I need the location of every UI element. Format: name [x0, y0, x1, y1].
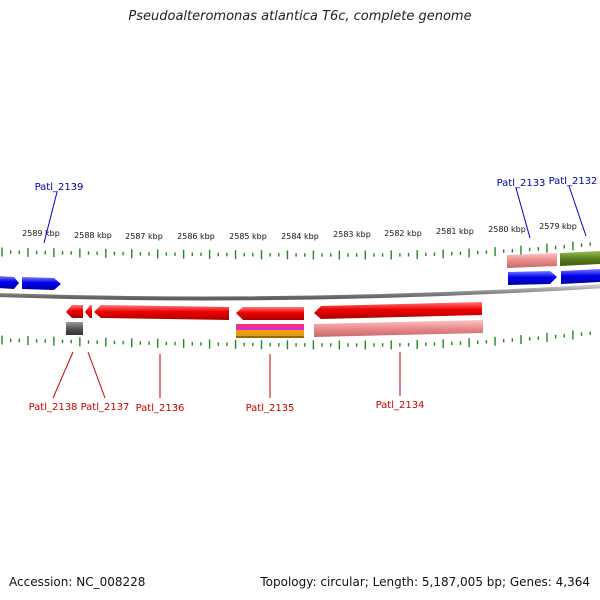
- leader-patl-2132: [568, 185, 587, 237]
- map-title: Pseudoalteromonas atlantica T6c, complet…: [128, 9, 472, 24]
- gene-arrow-patl-2137[interactable]: [85, 305, 92, 318]
- leader-patl-2137: [87, 351, 106, 399]
- axis-labels: 2589 kbp 2588 kbp 2587 kbp 2586 kbp 2585…: [22, 222, 577, 241]
- gene-label-patl-2133[interactable]: Patl_2133: [497, 178, 546, 189]
- inner-tick-row: [1, 330, 591, 350]
- label-leaders: [43, 185, 587, 399]
- axis-label-2582: 2582 kbp: [384, 229, 422, 238]
- genome-summary-text: Topology: circular; Length: 5,187,005 bp…: [260, 575, 590, 589]
- leader-patl-2133: [515, 187, 531, 239]
- gene-label-patl-2132[interactable]: Patl_2132: [549, 176, 598, 187]
- grey-feature-patl-2138[interactable]: [66, 322, 83, 335]
- gene-arrow-patl-2132[interactable]: [561, 269, 600, 284]
- gene-arrow-patl-2136[interactable]: [94, 305, 229, 320]
- genome-backbone: [0, 284, 600, 301]
- gene-arrow-left-edge[interactable]: [0, 276, 19, 289]
- gene-labels: Patl_2139 Patl_2133 Patl_2132 Patl_2138 …: [29, 176, 598, 414]
- axis-label-2585: 2585 kbp: [229, 232, 267, 241]
- rna-bar-patl-2133[interactable]: [507, 253, 557, 268]
- gene-label-patl-2139[interactable]: Patl_2139: [35, 182, 84, 193]
- gene-arrow-patl-2139[interactable]: [22, 277, 61, 290]
- rna-bar-patl-2134[interactable]: [314, 320, 483, 337]
- axis-label-2581: 2581 kbp: [436, 227, 474, 236]
- axis-label-2580: 2580 kbp: [488, 225, 526, 234]
- gene-label-patl-2134[interactable]: Patl_2134: [376, 400, 425, 411]
- gene-label-patl-2135[interactable]: Patl_2135: [246, 403, 295, 414]
- outer-tick-row: [1, 241, 591, 260]
- leader-patl-2138: [52, 351, 74, 399]
- gene-arrow-patl-2134[interactable]: [314, 302, 482, 319]
- gene-arrow-patl-2138[interactable]: [66, 305, 83, 318]
- gene-label-patl-2138[interactable]: Patl_2138: [29, 402, 78, 413]
- axis-label-2583: 2583 kbp: [333, 230, 371, 239]
- gene-label-patl-2136[interactable]: Patl_2136: [136, 403, 185, 414]
- accession-text: Accession: NC_008228: [9, 575, 146, 589]
- gene-label-patl-2137[interactable]: Patl_2137: [81, 402, 130, 413]
- olive-bar-patl-2132[interactable]: [560, 251, 600, 266]
- axis-label-2589: 2589 kbp: [22, 229, 60, 238]
- leader-patl-2139: [43, 191, 58, 244]
- multicolor-feature-patl-2135[interactable]: [236, 324, 304, 338]
- axis-label-2586: 2586 kbp: [177, 232, 215, 241]
- axis-label-2588: 2588 kbp: [74, 231, 112, 240]
- forward-strand-features: [0, 251, 600, 290]
- gene-arrow-patl-2135[interactable]: [236, 307, 304, 320]
- axis-label-2584: 2584 kbp: [281, 232, 319, 241]
- gene-arrow-patl-2133[interactable]: [508, 271, 557, 285]
- axis-label-2579: 2579 kbp: [539, 222, 577, 231]
- reverse-strand-features: [66, 302, 483, 338]
- axis-label-2587: 2587 kbp: [125, 232, 163, 241]
